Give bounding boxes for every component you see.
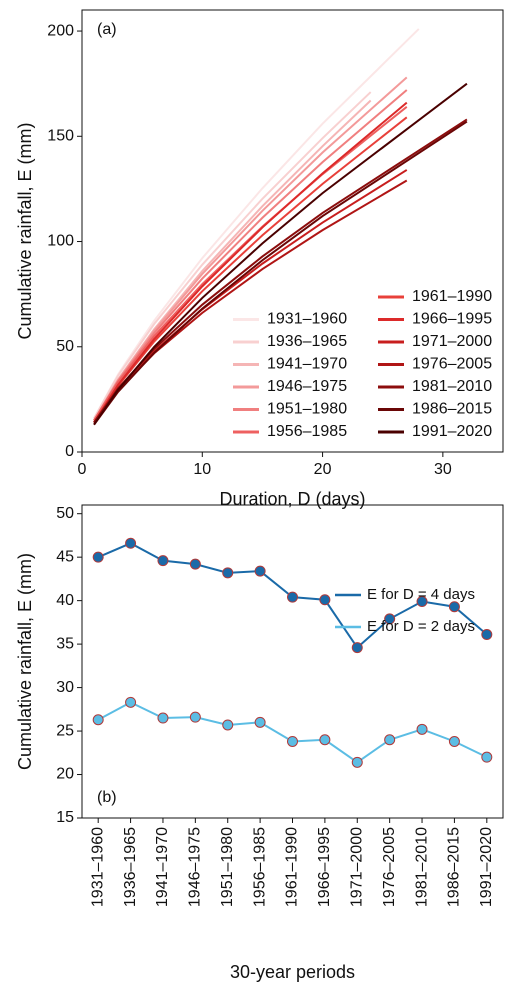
marker [416, 723, 428, 735]
series-line [93, 76, 408, 421]
y-tick-label: 150 [47, 128, 74, 145]
marker [254, 716, 266, 728]
y-axis-label: Cumulative rainfall, E (mm) [15, 122, 35, 339]
x-tick-label: 1931–1960 [89, 827, 106, 907]
marker [416, 596, 428, 608]
panel-label: (b) [97, 789, 117, 806]
legend-label: 1941–1970 [267, 356, 347, 373]
marker [481, 751, 493, 763]
y-tick-label: 50 [56, 505, 74, 522]
series-line [93, 82, 468, 426]
x-tick-label: 1971–2000 [348, 827, 365, 907]
legend-label: 1991–2020 [412, 423, 492, 440]
plot-frame [81, 9, 504, 453]
marker [351, 642, 363, 654]
legend-label: 1936–1965 [267, 333, 347, 350]
series-line [93, 120, 468, 426]
marker [481, 629, 493, 641]
legend-label: 1966–1995 [412, 311, 492, 328]
marker [448, 735, 460, 747]
legend-label: 1986–2015 [412, 401, 492, 418]
marker [157, 712, 169, 724]
marker [384, 734, 396, 746]
marker [319, 594, 331, 606]
y-tick-label: 40 [56, 592, 74, 609]
marker [287, 591, 298, 603]
legend-label: 1946–1975 [267, 378, 347, 395]
y-tick-label: 100 [47, 233, 74, 250]
x-axis-label: 30-year periods [230, 962, 355, 982]
x-tick-label: 1936–1965 [122, 827, 139, 907]
marker [222, 567, 234, 579]
x-tick-label: 1951–1980 [219, 827, 236, 907]
y-tick-label: 20 [56, 766, 74, 783]
x-tick-label: 1966–1995 [316, 827, 333, 907]
x-tick-label: 1941–1970 [154, 827, 171, 907]
x-tick-label: 30 [434, 461, 452, 478]
marker [125, 696, 137, 708]
marker [254, 565, 266, 577]
legend-label: 1961–1990 [412, 288, 492, 305]
x-tick-label: 1991–2020 [478, 827, 495, 907]
marker [92, 714, 104, 726]
y-tick-label: 0 [65, 443, 74, 460]
x-tick-label: 1976–2005 [381, 827, 398, 907]
series-line [93, 91, 372, 419]
x-tick-label: 1961–1990 [284, 827, 301, 907]
legend-label: 1971–2000 [412, 333, 492, 350]
y-tick-label: 35 [56, 635, 74, 652]
marker [92, 551, 104, 563]
y-tick-label: 200 [47, 22, 74, 39]
x-tick-label: 1956–1985 [251, 827, 268, 907]
y-tick-label: 15 [56, 809, 74, 826]
x-tick-label: 0 [78, 461, 87, 478]
x-tick-label: 1981–2010 [413, 827, 430, 907]
marker [189, 711, 201, 723]
x-tick-label: 20 [314, 461, 332, 478]
legend-label: 1976–2005 [412, 356, 492, 373]
y-tick-label: 50 [56, 338, 74, 355]
y-tick-label: 45 [56, 548, 74, 565]
marker [189, 558, 201, 570]
marker [287, 735, 298, 747]
legend-label: E for D = 2 days [367, 618, 475, 635]
series-line [93, 101, 408, 424]
y-tick-label: 25 [56, 722, 74, 739]
series-line [93, 118, 468, 424]
marker [384, 613, 396, 625]
y-axis-label: Cumulative rainfall, E (mm) [15, 553, 35, 770]
x-tick-label: 10 [193, 461, 211, 478]
panel-label: (a) [97, 21, 117, 38]
x-tick-label: 1946–1975 [187, 827, 204, 907]
marker [448, 601, 460, 613]
marker [351, 756, 363, 768]
legend-label: E for D = 4 days [367, 586, 475, 603]
series-line [97, 701, 488, 764]
x-tick-label: 1986–2015 [446, 827, 463, 907]
x-axis-label: Duration, D (days) [219, 489, 365, 509]
marker [319, 734, 331, 746]
legend-label: 1951–1980 [267, 401, 347, 418]
legend-label: 1931–1960 [267, 311, 347, 328]
marker [222, 719, 234, 731]
marker [125, 537, 137, 549]
legend-label: 1956–1985 [267, 423, 347, 440]
y-tick-label: 30 [56, 679, 74, 696]
marker [157, 555, 169, 567]
legend-label: 1981–2010 [412, 378, 492, 395]
plot-frame [81, 504, 504, 819]
